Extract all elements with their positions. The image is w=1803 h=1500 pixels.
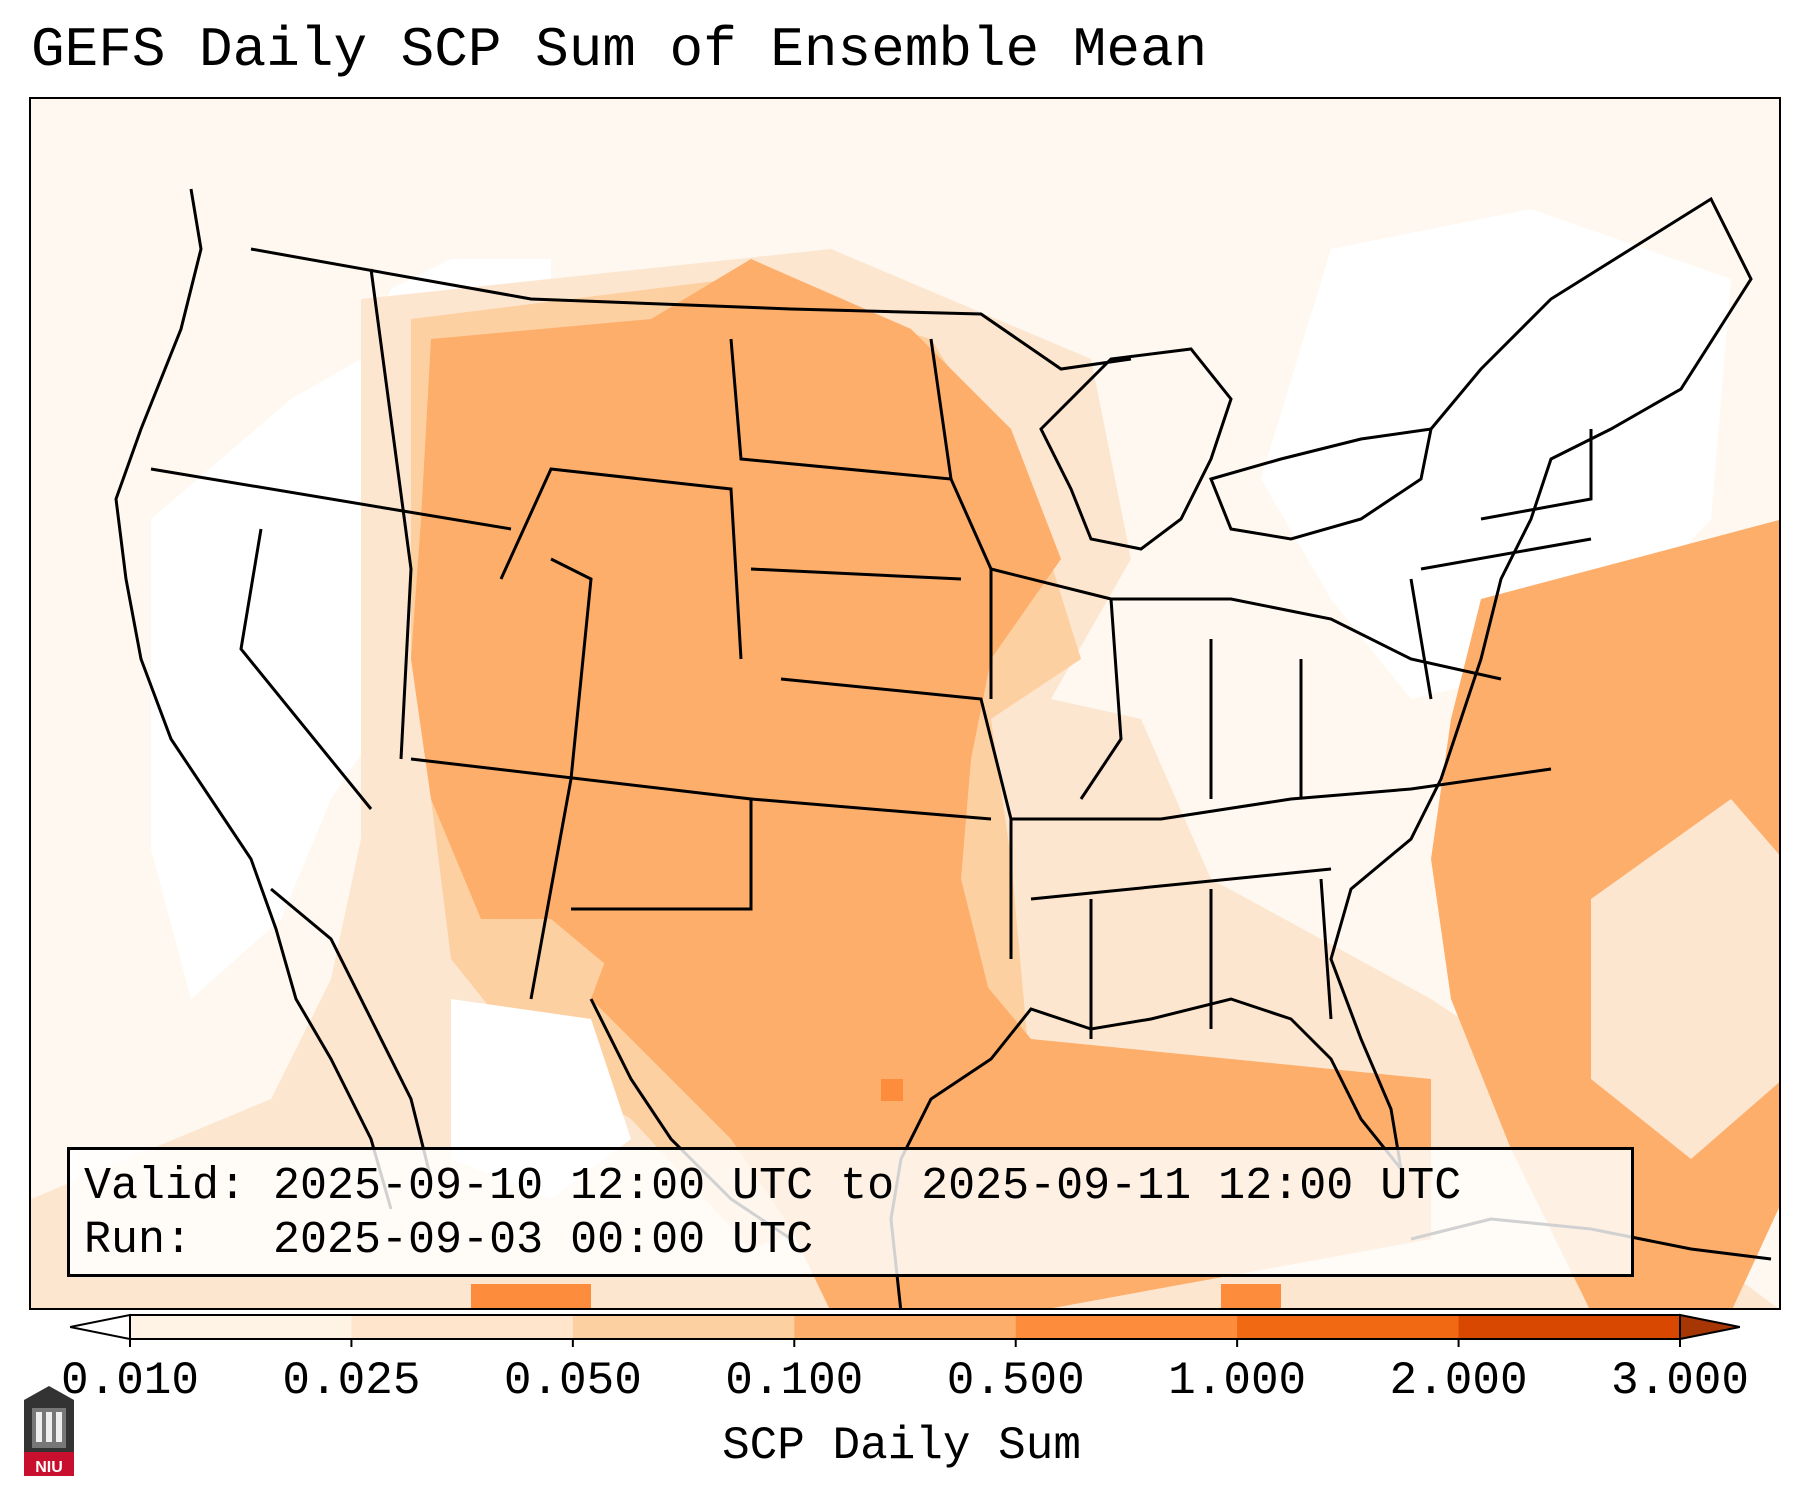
scp-shading [31,99,1779,1308]
colorbar-under-extension [69,1313,131,1341]
colorbar [69,1307,1741,1347]
colorbar-segment [351,1315,574,1339]
colorbar-over-extension [1679,1313,1741,1341]
map-svg [31,99,1779,1308]
map-outlines [114,188,1772,1308]
colorbar-tick-label: 2.000 [1389,1355,1528,1407]
colorbar-label: SCP Daily Sum [722,1420,1081,1472]
info-box: Valid: 2025-09-10 12:00 UTC to 2025-09-1… [67,1147,1634,1277]
colorbar-segment [1458,1315,1681,1339]
colorbar-segment [130,1315,352,1339]
colorbar-tick-label: 1.000 [1168,1355,1307,1407]
colorbar-tick-label: 0.010 [60,1355,200,1407]
svg-text:NIU: NIU [35,1459,63,1476]
colorbar-tick-label: 0.100 [725,1355,864,1407]
colorbar-segment [1015,1315,1238,1339]
colorbar-outline [129,1314,1681,1340]
valid-time: Valid: 2025-09-10 12:00 UTC to 2025-09-1… [84,1161,1462,1212]
colorbar-tick-label: 0.500 [946,1355,1085,1407]
colorbar-tick-label: 3.000 [1610,1355,1750,1407]
chart-title: GEFS Daily SCP Sum of Ensemble Mean [31,18,1208,82]
colorbar-tick-label: 0.050 [503,1355,642,1407]
colorbar-segment [1237,1315,1460,1339]
colorbar-tick-labels: 0.010 0.025 0.050 0.100 0.500 1.000 2.000 3.000 [0,1355,1803,1415]
niu-logo-icon: NIU [20,1382,78,1478]
colorbar-svg [69,1313,1741,1347]
map-panel [29,97,1781,1310]
colorbar-segment [572,1315,795,1339]
run-time: Run: 2025-09-03 00:00 UTC [84,1215,814,1266]
colorbar-segment [794,1315,1017,1339]
colorbar-tick-label: 0.025 [282,1355,421,1407]
